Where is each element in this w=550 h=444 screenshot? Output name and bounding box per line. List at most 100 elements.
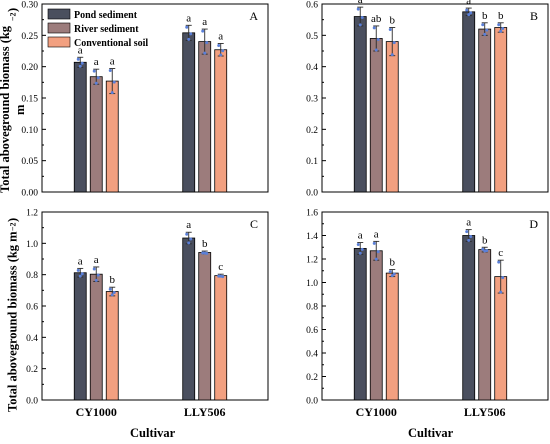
- replicate-point: [497, 23, 501, 27]
- y-tick-label: 1.6: [306, 209, 318, 219]
- replicate-point: [221, 49, 225, 53]
- bar: [105, 291, 119, 401]
- significance-letter: a: [186, 12, 191, 24]
- y-tick-label: 0.20: [21, 63, 38, 73]
- replicate-point: [372, 241, 376, 245]
- replicate-point: [465, 8, 469, 12]
- replicate-point: [392, 41, 396, 45]
- y-tick-label: 0.00: [21, 189, 38, 199]
- significance-letter: a: [94, 254, 99, 266]
- significance-letter: c: [498, 247, 503, 259]
- y-axis-title-bottom: Total aboveground biomass (kg m −2): [2, 210, 24, 420]
- bar: [182, 237, 196, 401]
- significance-letter: a: [78, 255, 83, 267]
- significance-letter: a: [358, 230, 363, 242]
- y-tick-label: 0.6: [306, 326, 318, 336]
- replicate-point: [189, 32, 193, 36]
- replicate-point: [203, 251, 207, 255]
- significance-letter: a: [218, 30, 223, 42]
- replicate-point: [185, 25, 189, 29]
- y-title-prefix: Total aboveground biomass (kg m: [0, 25, 27, 193]
- replicate-point: [481, 247, 485, 251]
- significance-letter: a: [110, 56, 115, 68]
- bar: [105, 80, 119, 193]
- replicate-point: [78, 274, 82, 278]
- replicate-point: [374, 257, 378, 261]
- replicate-point: [94, 278, 98, 282]
- replicate-point: [76, 57, 80, 61]
- replicate-point: [360, 247, 364, 251]
- y-tick-label: 0.4: [306, 350, 318, 360]
- significance-letter: a: [374, 228, 379, 240]
- bar: [462, 11, 476, 193]
- bar: [353, 248, 367, 401]
- significance-letter: a: [358, 0, 363, 6]
- legend-swatch: [47, 22, 71, 34]
- bar: [89, 76, 103, 193]
- panel-label: B: [530, 9, 538, 23]
- replicate-point: [501, 27, 505, 30]
- replicate-point: [465, 230, 469, 234]
- significance-letter: a: [186, 219, 191, 231]
- replicate-point: [108, 69, 112, 73]
- replicate-point: [390, 53, 394, 57]
- x-tick-label: LLY506: [184, 405, 226, 419]
- bar: [73, 61, 87, 193]
- bar: [353, 16, 367, 193]
- significance-letter: a: [466, 0, 471, 7]
- y-title-suffix: ): [5, 8, 20, 13]
- y-tick-label: 1.2: [26, 209, 38, 219]
- legend-label: River sediment: [74, 24, 139, 35]
- replicate-point: [374, 48, 378, 52]
- panel-label: C: [250, 217, 258, 231]
- y-tick-label: 0.30: [21, 1, 38, 11]
- x-tick-label: CY1000: [356, 405, 397, 419]
- y-tick-label: 0.0: [306, 397, 318, 407]
- significance-letter: ab: [371, 13, 382, 25]
- replicate-point: [96, 273, 100, 277]
- bar: [478, 28, 492, 193]
- replicate-point: [219, 53, 223, 57]
- legend-label: Conventional soil: [74, 38, 148, 49]
- replicate-point: [108, 287, 112, 291]
- y-tick-label: 0.1: [306, 157, 318, 167]
- replicate-point: [80, 61, 84, 65]
- replicate-point: [358, 23, 362, 27]
- bar: [198, 41, 212, 193]
- replicate-point: [189, 237, 193, 241]
- replicate-point: [501, 276, 505, 280]
- replicate-point: [112, 291, 116, 295]
- replicate-point: [483, 249, 487, 253]
- replicate-point: [205, 41, 209, 45]
- y-tick-label: 0.8: [26, 271, 38, 281]
- significance-letter: b: [482, 10, 488, 22]
- y-axis-title-top: Total aboveground biomass (kg m −2): [0, 8, 27, 198]
- y-title-prefix: Total aboveground biomass (kg m: [5, 231, 20, 412]
- replicate-point: [358, 251, 362, 255]
- y-tick-label: 0.15: [21, 95, 38, 105]
- replicate-point: [76, 268, 80, 272]
- replicate-point: [499, 290, 503, 294]
- y-tick-label: 0.2: [26, 365, 38, 375]
- panel-label: A: [249, 9, 258, 23]
- y-tick-label: 0.6: [26, 303, 38, 313]
- y-tick-label: 0.3: [306, 95, 318, 105]
- y-title-suffix: ): [5, 218, 20, 223]
- replicate-point: [112, 80, 116, 84]
- replicate-point: [80, 272, 84, 276]
- bar: [214, 49, 228, 193]
- y-tick-label: 0.4: [306, 63, 318, 73]
- significance-letter: a: [202, 16, 207, 28]
- replicate-point: [372, 26, 376, 30]
- x-tick-label: LLY506: [464, 405, 506, 419]
- significance-letter: b: [109, 274, 115, 286]
- bar: [369, 250, 383, 401]
- significance-letter: a: [94, 56, 99, 68]
- significance-letter: b: [202, 238, 208, 250]
- replicate-point: [499, 29, 503, 33]
- y-tick-label: 1.0: [306, 279, 318, 289]
- legend-label: Pond sediment: [74, 10, 138, 21]
